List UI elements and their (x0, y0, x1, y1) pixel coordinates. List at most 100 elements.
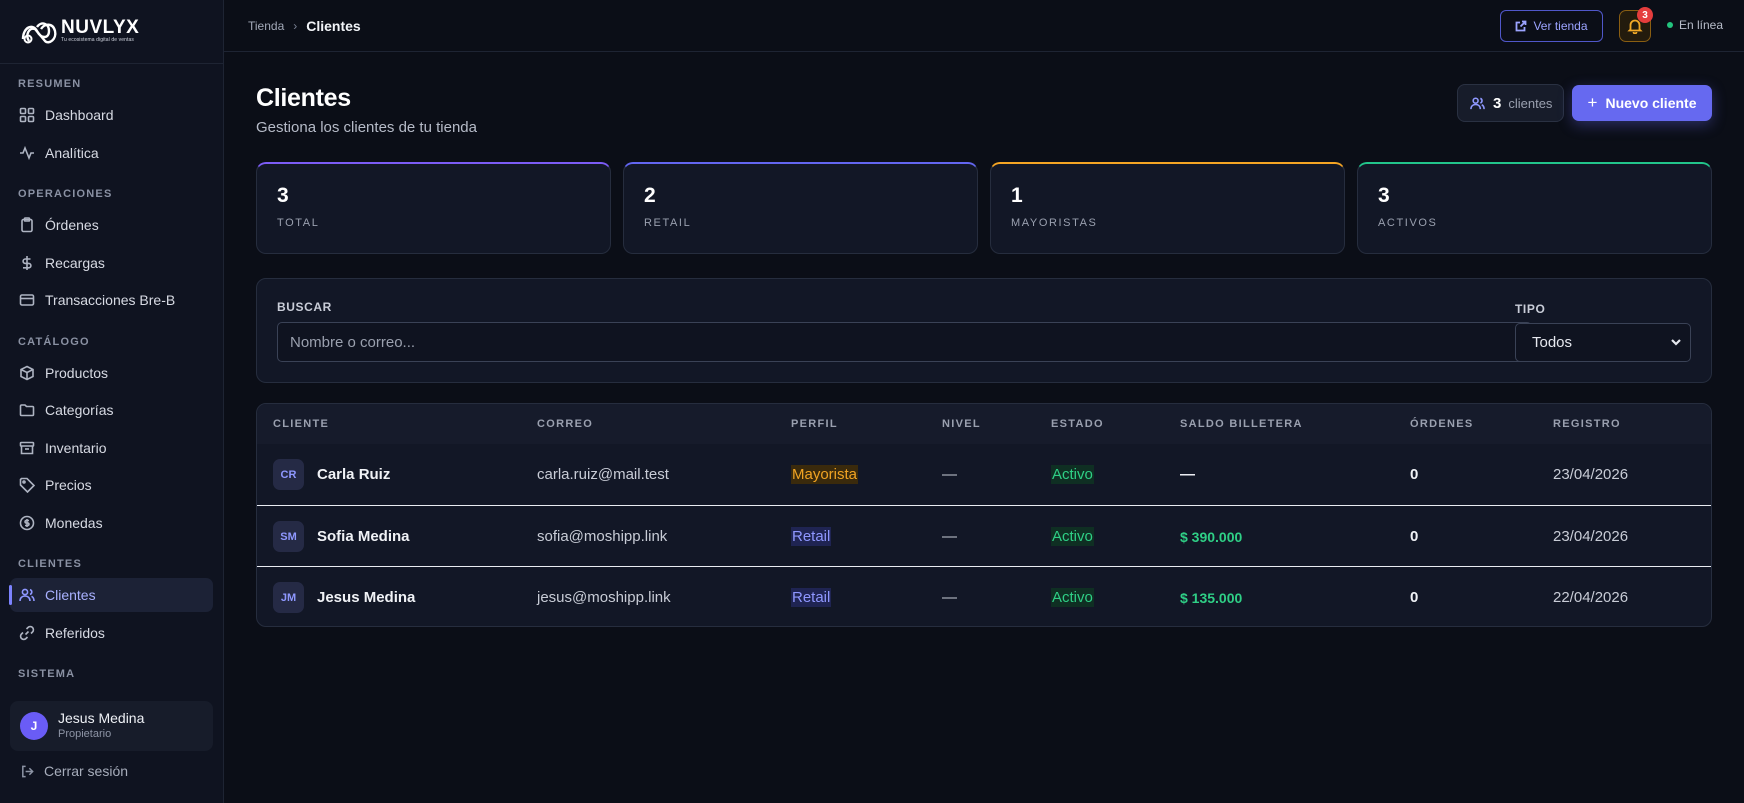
sidebar-item-monedas[interactable]: Monedas (10, 506, 213, 540)
client-name[interactable]: Carla Ruiz (317, 466, 391, 483)
stat-card-mayoristas: 1 MAYORISTAS (990, 162, 1345, 254)
stat-value: 3 (1378, 184, 1390, 207)
view-store-button[interactable]: Ver tienda (1500, 10, 1603, 42)
nav-section-clientes: CLIENTES (18, 558, 82, 570)
stat-value: 1 (1011, 184, 1023, 207)
sidebar-item-label: Referidos (45, 625, 105, 641)
breadcrumb-current: Clientes (306, 17, 361, 34)
status-indicator: En línea (1667, 18, 1723, 32)
wallet-balance: — (1180, 466, 1195, 483)
table-header: CLIENTE CORREO PERFIL NIVEL ESTADO SALDO… (257, 404, 1711, 444)
page-subtitle: Gestiona los clientes de tu tienda (256, 119, 477, 136)
search-label: BUSCAR (277, 300, 332, 314)
profile-badge: Retail (791, 527, 832, 546)
column-header: NIVEL (942, 418, 981, 430)
nav-section-catalogo: CATÁLOGO (18, 336, 90, 348)
dollar-icon (22, 256, 32, 270)
profile-badge: Mayorista (791, 465, 859, 484)
nav-section-resumen: RESUMEN (18, 78, 82, 90)
stat-card-activos: 3 ACTIVOS (1357, 162, 1712, 254)
new-client-button[interactable]: + Nuevo cliente (1572, 85, 1712, 121)
nuvlyx-logo-icon (21, 21, 57, 43)
logout-button[interactable]: Cerrar sesión (20, 763, 128, 779)
sidebar-item-ordenes[interactable]: Órdenes (10, 208, 213, 242)
folder-icon (19, 404, 35, 417)
sidebar-item-analitica[interactable]: Analítica (10, 136, 213, 170)
archive-icon (19, 441, 35, 455)
sidebar-item-label: Productos (45, 365, 109, 381)
sidebar-item-label: Monedas (45, 515, 103, 531)
type-select[interactable]: Todos (1515, 323, 1691, 362)
registration-date: 22/04/2026 (1553, 589, 1629, 606)
wallet-balance: $ 390.000 (1180, 528, 1243, 545)
plus-icon: + (1587, 93, 1598, 112)
clipboard-icon (21, 217, 33, 233)
external-link-icon (1516, 20, 1527, 32)
table-row[interactable]: CR Carla Ruiz carla.ruiz@mail.test Mayor… (257, 444, 1711, 505)
registration-date: 23/04/2026 (1553, 466, 1629, 483)
sidebar-item-label: Recargas (45, 255, 105, 271)
sidebar-item-clientes[interactable]: Clientes (9, 578, 213, 612)
column-header: CORREO (537, 418, 594, 430)
search-input[interactable] (277, 322, 1532, 362)
user-card[interactable]: J Jesus Medina Propietario (10, 701, 213, 751)
notifications-button[interactable] (1619, 10, 1651, 42)
sidebar-item-inventario[interactable]: Inventario (10, 431, 213, 465)
type-label: TIPO (1515, 302, 1546, 316)
orders-count: 0 (1410, 466, 1419, 483)
card-icon (19, 294, 35, 306)
client-level: — (942, 589, 957, 606)
table-row[interactable]: JM Jesus Medina jesus@moshipp.link Retai… (257, 566, 1711, 626)
sidebar-item-label: Dashboard (45, 107, 114, 123)
bell-icon (1627, 19, 1643, 34)
sidebar-item-label: Analítica (45, 145, 99, 161)
nav-section-operaciones: OPERACIONES (18, 188, 113, 200)
client-count-pill: 3 clientes (1457, 84, 1564, 122)
column-header: ESTADO (1051, 418, 1104, 430)
orders-count: 0 (1410, 528, 1419, 545)
client-name[interactable]: Sofia Medina (317, 528, 410, 545)
sidebar-item-productos[interactable]: Productos (10, 356, 213, 390)
page-title: Clientes (256, 84, 351, 112)
breadcrumb-separator: › (293, 18, 298, 33)
status-label: En línea (1679, 18, 1724, 32)
status-badge: Activo (1051, 588, 1094, 607)
sidebar-item-referidos[interactable]: Referidos (10, 616, 213, 650)
sidebar: NUVLYX Tu ecosistema digital de ventas R… (0, 0, 224, 803)
wallet-balance: $ 135.000 (1180, 589, 1243, 606)
sidebar-item-dashboard[interactable]: Dashboard (10, 98, 213, 132)
brand-tagline: Tu ecosistema digital de ventas (61, 37, 134, 43)
logo[interactable]: NUVLYX Tu ecosistema digital de ventas (0, 0, 223, 64)
nav-section-sistema: SISTEMA (18, 668, 76, 680)
column-header: SALDO BILLETERA (1180, 418, 1303, 430)
client-count-label: clientes (1508, 95, 1553, 111)
users-icon (1470, 96, 1485, 109)
orders-count: 0 (1410, 589, 1419, 606)
stat-value: 2 (644, 184, 656, 207)
registration-date: 23/04/2026 (1553, 528, 1629, 545)
stat-label: MAYORISTAS (1011, 217, 1098, 229)
sidebar-item-label: Precios (45, 477, 92, 493)
clients-table: CLIENTE CORREO PERFIL NIVEL ESTADO SALDO… (256, 403, 1712, 627)
table-row[interactable]: SM Sofia Medina sofia@moshipp.link Retai… (257, 505, 1711, 566)
sidebar-item-label: Categorías (45, 402, 114, 418)
sidebar-item-transacciones[interactable]: Transacciones Bre-B (10, 283, 213, 317)
topbar: Tienda › Clientes (224, 0, 1744, 52)
coin-icon (19, 515, 35, 531)
tag-icon (19, 477, 35, 493)
sidebar-item-precios[interactable]: Precios (10, 468, 213, 502)
users-icon (19, 588, 35, 602)
new-client-label: Nuevo cliente (1605, 95, 1697, 111)
stat-card-total: 3 TOTAL (256, 162, 611, 254)
stat-label: TOTAL (277, 217, 320, 229)
box-icon (20, 365, 34, 381)
sidebar-item-recargas[interactable]: Recargas (10, 246, 213, 280)
user-role: Propietario (58, 728, 112, 740)
sidebar-item-categorias[interactable]: Categorías (10, 393, 213, 427)
sidebar-item-label: Transacciones Bre-B (45, 292, 176, 308)
client-name[interactable]: Jesus Medina (317, 589, 416, 606)
logout-label: Cerrar sesión (44, 763, 129, 779)
column-header: REGISTRO (1553, 418, 1621, 430)
breadcrumb-root[interactable]: Tienda (248, 18, 285, 33)
client-level: — (942, 528, 957, 545)
